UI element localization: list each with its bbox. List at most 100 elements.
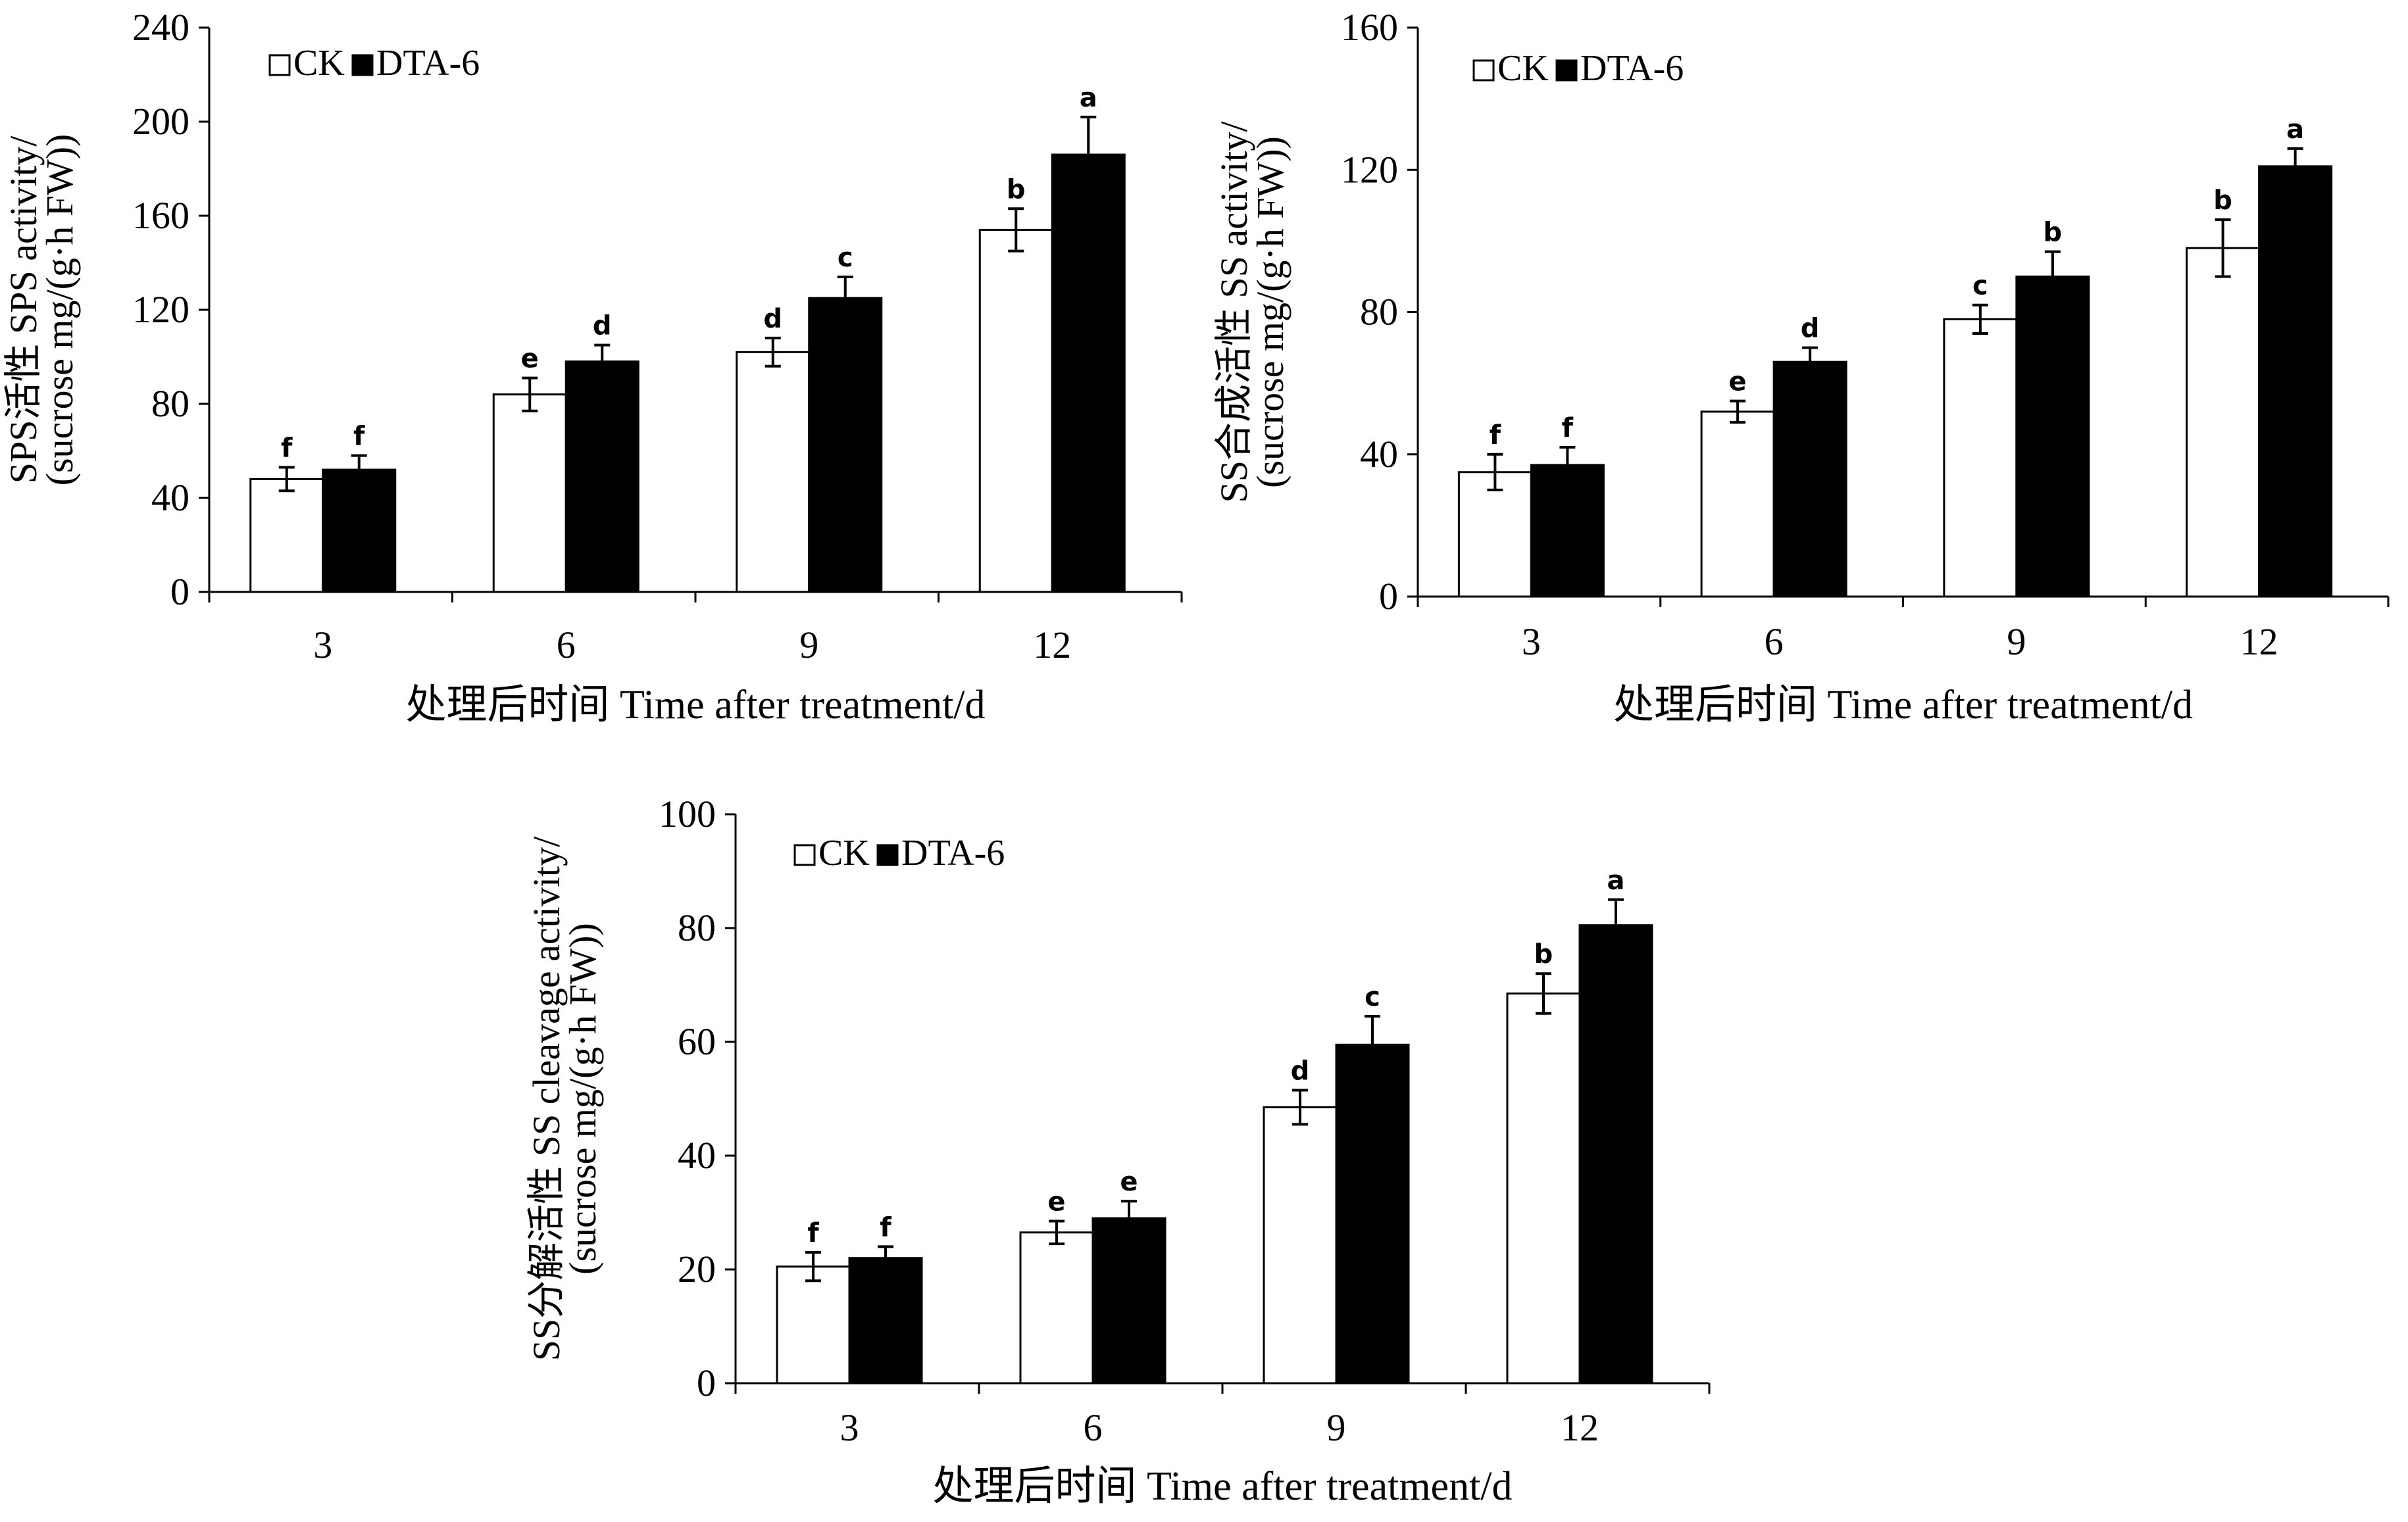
y-tick-label: 20 [678,1248,716,1290]
significance-label: e [521,344,539,374]
significance-label: a [1080,83,1097,113]
significance-label: f [281,433,293,464]
legend-swatch-dta-6 [351,54,374,76]
bar-ck-6 [492,393,567,593]
significance-label: a [2286,114,2304,145]
significance-label: f [1562,413,1574,443]
bar-ck-6 [1700,410,1775,598]
x-tick-label: 3 [313,624,332,666]
bar-dta-6-3 [1530,464,1605,598]
y-tick-label: 160 [132,194,189,237]
bar-dta-6-12 [1578,924,1653,1385]
significance-label: b [1007,174,1026,205]
x-tick-label: 12 [1561,1406,1599,1449]
y-tick-label: 80 [151,382,189,425]
legend: CK DTA-6 [793,833,1005,873]
legend-swatch-ck [268,54,291,76]
significance-label: e [1047,1187,1065,1217]
legend-label: DTA-6 [376,43,480,84]
x-axis-title: 处理后时间 Time after treatment/d [405,683,985,727]
significance-label: a [1607,866,1625,896]
bar-dta-6-6 [564,360,640,593]
significance-label: b [2044,218,2063,248]
y-tick-label: 60 [678,1020,716,1063]
y-tick-label: 100 [659,793,716,835]
x-tick-label: 9 [1327,1406,1346,1449]
legend: CK DTA-6 [268,43,480,84]
y-axis-title: SPS活性 SPS activity/ [2,135,45,483]
legend: CK DTA-6 [1472,48,1684,89]
bar-dta-6-9 [1335,1043,1410,1385]
significance-label: d [763,304,782,334]
legend-label: DTA-6 [1580,48,1684,89]
chart-panel-1: 0 40 80 120 160 200 240 3 6 9 12 f f e d d c b a 处理后时间 Time… [2,6,1183,727]
significance-label: f [880,1212,891,1242]
x-tick-label: 12 [2240,620,2278,663]
x-tick-label: 9 [2007,620,2026,663]
significance-label: e [1729,367,1747,397]
y-tick-label: 40 [1360,433,1398,476]
significance-label: f [807,1218,819,1248]
legend-label: CK [293,43,345,84]
y-tick-label: 40 [678,1134,716,1177]
legend-swatch-ck [1472,59,1495,82]
bar-ck-9 [1943,318,2018,598]
x-tick-label: 6 [1765,620,1784,663]
legend-label: DTA-6 [901,833,1005,873]
chart-panel-3: 0 20 40 60 80 100 3 6 9 12 f f e e d c b a 处理后时间 Time afte… [525,793,1711,1509]
bar-dta-6-3 [848,1257,923,1385]
significance-label: c [838,243,853,273]
y-tick-label: 0 [170,570,189,613]
significance-label: d [593,311,612,341]
significance-label: d [1291,1056,1310,1087]
bar-ck-3 [776,1265,851,1385]
bar-ck-12 [978,228,1053,593]
bar-ck-12 [2186,247,2261,598]
bar-dta-6-6 [1772,360,1847,598]
significance-label: c [1972,271,1988,301]
significance-label: b [2213,185,2232,216]
y-tick-label: 240 [132,6,189,49]
x-tick-label: 12 [1033,624,1071,666]
y-axis-title: SS分解活性 SS cleavage activity/ [525,836,568,1361]
bar-ck-6 [1019,1231,1094,1385]
bar-dta-6-12 [1051,153,1126,593]
y-tick-label: 40 [151,476,189,519]
y-tick-label: 120 [1341,148,1398,191]
significance-label: f [1490,420,1501,451]
x-axis-title: 处理后时间 Time after treatment/d [932,1464,1512,1509]
significance-label: e [1120,1167,1138,1197]
bar-dta-6-6 [1091,1217,1166,1385]
x-tick-label: 6 [1084,1406,1103,1449]
bar-ck-3 [1457,471,1532,598]
bar-ck-9 [1263,1106,1338,1385]
x-axis-title: 处理后时间 Time after treatment/d [1613,683,2193,727]
y-axis-title: (sucrose mg/(g·h FW)) [1249,136,1292,488]
y-tick-label: 0 [1379,575,1398,618]
legend-swatch-dta-6 [876,844,899,866]
legend-swatch-ck [793,844,816,866]
y-tick-label: 80 [1360,291,1398,333]
bar-ck-3 [249,478,324,593]
legend-label: CK [818,833,870,873]
y-axis-title: (sucrose mg/(g·h FW)) [38,134,81,486]
x-tick-label: 3 [840,1406,859,1449]
y-tick-label: 200 [132,100,189,143]
bar-ck-12 [1506,992,1581,1385]
bar-dta-6-12 [2258,165,2333,598]
y-axis-title: SS合成活性 SS activity/ [1213,121,1255,503]
bar-dta-6-9 [808,297,883,593]
bar-ck-9 [736,351,811,593]
significance-label: d [1801,314,1820,344]
significance-label: f [353,422,365,452]
significance-label: b [1534,939,1553,970]
legend-label: CK [1497,48,1549,89]
y-tick-label: 160 [1341,6,1398,49]
x-tick-label: 3 [1522,620,1541,663]
x-tick-label: 6 [557,624,576,666]
legend-swatch-dta-6 [1555,59,1578,82]
significance-label: c [1365,982,1380,1012]
chart-panel-2: 0 40 80 120 160 3 6 9 12 f f e d c b b a 处理后时间 Time after… [1213,6,2390,727]
y-axis-title: (sucrose mg/(g·h FW)) [561,923,604,1275]
